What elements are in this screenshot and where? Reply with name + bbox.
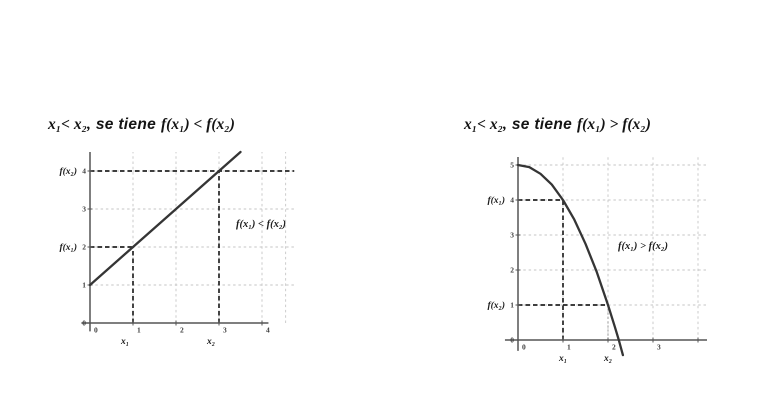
y-tick-label: 3 <box>510 231 514 240</box>
x-tick-label: 1 <box>137 326 141 335</box>
x-value-label: x₂ <box>603 354 612 364</box>
x-tick-label: 3 <box>223 326 227 335</box>
y-tick-label: 0 <box>82 319 86 328</box>
y-tick-label: 1 <box>82 281 86 290</box>
y-tick-label: 4 <box>510 196 514 205</box>
figure-title-increasing: x₁< x₂, se tiene f(x₁) < f(x₂) <box>48 116 240 134</box>
title-conclusion: f(x₁) > f(x₂) <box>577 116 651 133</box>
y-tick-label: 2 <box>510 266 514 275</box>
y-tick-label: 0 <box>510 336 514 345</box>
y-tick-label: 4 <box>82 167 86 176</box>
y-value-label: f(x₂) <box>59 166 77 177</box>
title-connector: se tiene <box>95 116 157 133</box>
figure-title-decreasing: x₁< x₂, se tiene f(x₁) > f(x₂) <box>464 116 656 134</box>
function-curve <box>516 163 625 357</box>
y-tick-label: 1 <box>510 301 514 310</box>
y-tick-label: 5 <box>510 161 514 170</box>
x-value-label: x₁ <box>558 354 567 364</box>
title-inequality: x₁< x₂, <box>48 116 91 133</box>
title-inequality: x₁< x₂, <box>464 116 507 133</box>
increasing-function-graph: 0 1 2 3 4 0 1 2 3 4 f(x₁) f(x₂) x₁ x₂ f(x₁) < f(x₂) <box>59 150 295 347</box>
title-conclusion: f(x₁) < f(x₂) <box>161 116 235 133</box>
y-tick-label: 2 <box>82 243 86 252</box>
x-tick-label: 3 <box>657 343 661 352</box>
x-tick-label: 0 <box>522 343 526 352</box>
decreasing-function-graph: 0 1 2 3 0 1 2 3 4 5 f(x₁) f(x₂) x₁ x₂ f(x₁) > f(x₂) <box>487 156 707 364</box>
x-tick-label: 0 <box>94 326 98 335</box>
y-value-label: f(x₁) <box>487 195 505 206</box>
x-tick-label: 1 <box>567 343 571 352</box>
y-value-label: f(x₂) <box>487 300 505 311</box>
title-connector: se tiene <box>511 116 573 133</box>
x-tick-label: 2 <box>180 326 184 335</box>
function-curve <box>88 150 242 287</box>
x-value-label: x₂ <box>206 337 215 347</box>
x-value-label: x₁ <box>120 337 129 347</box>
inequality-annotation: f(x₁) < f(x₂) <box>236 219 286 230</box>
x-tick-label: 4 <box>266 326 270 335</box>
y-value-label: f(x₁) <box>59 242 77 253</box>
x-tick-label: 2 <box>612 343 616 352</box>
inequality-annotation: f(x₁) > f(x₂) <box>618 241 668 252</box>
y-tick-label: 3 <box>82 205 86 214</box>
